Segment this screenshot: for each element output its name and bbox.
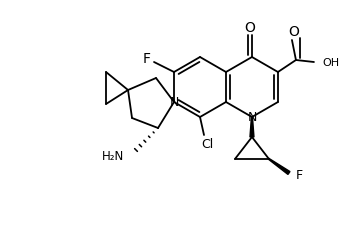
Text: N: N [169, 96, 179, 109]
Text: H₂N: H₂N [102, 149, 124, 162]
Text: F: F [143, 52, 151, 66]
Text: OH: OH [322, 58, 339, 68]
Text: F: F [296, 169, 303, 182]
Text: O: O [289, 25, 299, 39]
Text: N: N [247, 111, 257, 124]
Text: Cl: Cl [201, 138, 213, 151]
Polygon shape [269, 159, 290, 175]
Polygon shape [250, 118, 254, 137]
Text: O: O [245, 21, 256, 35]
